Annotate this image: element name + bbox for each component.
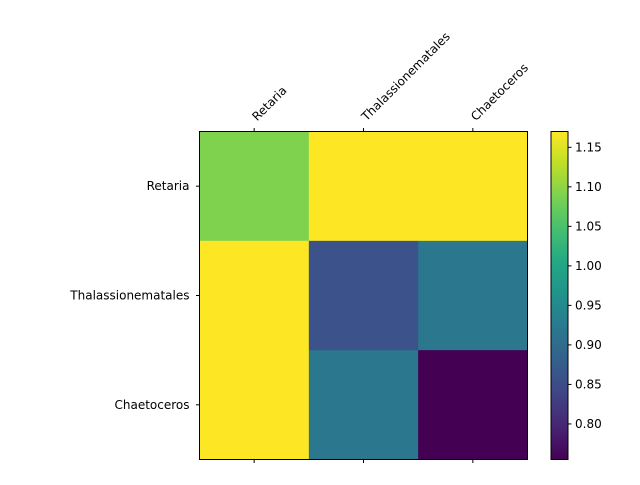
heatmap-cell-0-0 [199, 131, 310, 242]
y-tick-label: Retaria [147, 179, 190, 193]
x-tick-label: Thalassionematales [358, 29, 453, 124]
heatmap-cell-2-1 [308, 350, 419, 460]
heatmap-cell-1-2 [418, 240, 528, 351]
colorbar-gradient [551, 131, 568, 460]
x-tick-label: Retaria [249, 83, 289, 123]
heatmap-cell-2-2 [418, 350, 528, 460]
heatmap-cell-0-2 [418, 131, 528, 242]
colorbar-tick-label: 1.15 [575, 140, 602, 154]
heatmap-cell-0-1 [308, 131, 419, 242]
colorbar-tick-label: 0.90 [575, 338, 602, 352]
colorbar: 0.80 0.85 0.90 0.95 1.00 1.05 1.10 1.15 [550, 131, 602, 460]
colorbar-tick-label: 0.95 [575, 298, 602, 312]
colorbar-frame [550, 131, 569, 460]
heatmap-cell-2-0 [199, 350, 310, 460]
heatmap-cells [199, 131, 528, 460]
colorbar-tick-label: 0.85 [575, 377, 602, 391]
colorbar-tick-label: 1.10 [575, 180, 602, 194]
y-axis-ticks: Retaria Thalassionematales Chaetoceros [69, 179, 200, 412]
x-tick-label: Chaetoceros [468, 61, 531, 124]
y-tick-label: Thalassionematales [69, 289, 189, 303]
heatmap-cell-1-0 [199, 240, 310, 351]
y-tick-label: Chaetoceros [114, 398, 189, 412]
colorbar-tick-label: 0.80 [575, 417, 602, 431]
colorbar-tick-label: 1.00 [575, 259, 602, 273]
heatmap-cell-1-1 [308, 240, 419, 351]
colorbar-tick-label: 1.05 [575, 219, 602, 233]
